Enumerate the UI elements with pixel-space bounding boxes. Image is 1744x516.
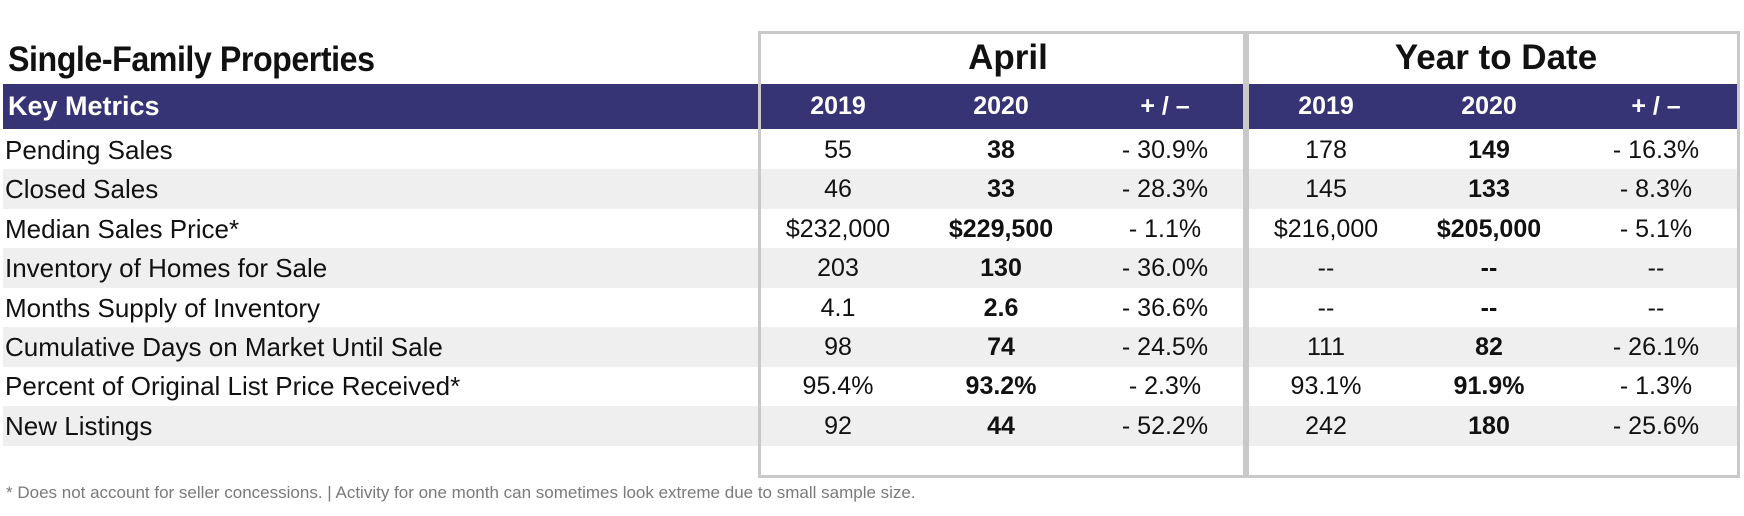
ytd-change-cell: -- [1647,293,1665,322]
ytd-change-cell: - 5.1% [1619,214,1693,243]
ytd-2019-cell: -- [1317,293,1335,322]
april-2019-cell: 95.4% [802,372,874,401]
metric-label: Inventory of Homes for Sale [5,253,328,284]
ytd-2020-header: 2020 [1461,92,1517,120]
april-change-header: + / – [1140,92,1190,120]
ytd-2019-cell: 145 [1305,175,1347,204]
april-2020-cell: 74 [987,333,1015,361]
april-change-cell: - 1.1% [1128,214,1202,243]
metric-label: Median Sales Price* [5,213,240,244]
table-row [3,169,1739,210]
april-2019-header: 2019 [810,92,866,120]
april-2020-cell: 130 [980,254,1022,283]
april-2019-cell: 46 [824,175,852,204]
ytd-2020-cell: 91.9% [1453,372,1525,401]
metric-label: Pending Sales [5,135,173,165]
april-2020-cell: 2.6 [983,293,1019,322]
table-title: Single-Family Properties [8,40,375,79]
ytd-change-cell: - 1.3% [1619,372,1693,401]
april-change-cell: - 30.9% [1121,136,1209,164]
metric-label: New Listings [5,410,153,441]
footnote: * Does not account for seller concession… [6,483,916,502]
metric-label: Cumulative Days on Market Until Sale [5,332,443,362]
april-2019-cell: 55 [824,136,852,164]
april-2019-cell: 203 [817,254,859,283]
ytd-2020-cell: 82 [1475,333,1503,361]
april-change-cell: - 24.5% [1121,333,1209,361]
ytd-change-cell: - 26.1% [1612,333,1700,361]
ytd-change-cell: - 25.6% [1612,411,1700,440]
ytd-2020-cell: 133 [1468,175,1510,204]
april-2019-cell: $232,000 [785,214,891,243]
ytd-column-box [1246,31,1740,478]
april-2019-cell: 92 [824,411,852,440]
ytd-change-cell: -- [1647,254,1665,283]
ytd-change-cell: - 8.3% [1619,175,1693,204]
ytd-2020-cell: -- [1480,254,1498,283]
ytd-2019-cell: 111 [1306,333,1345,361]
april-change-cell: - 28.3% [1121,175,1209,204]
ytd-2020-cell: 149 [1468,136,1510,164]
ytd-2019-cell: 178 [1305,136,1347,164]
ytd-2019-cell: 93.1% [1290,372,1362,401]
april-2019-cell: 98 [824,333,852,361]
april-change-cell: - 52.2% [1121,411,1209,440]
april-group-title: April [968,38,1048,77]
table-row [3,327,1739,367]
april-change-cell: - 2.3% [1128,372,1202,401]
april-change-cell: - 36.0% [1121,254,1209,283]
ytd-2019-cell: -- [1317,254,1335,283]
april-change-cell: - 36.6% [1121,293,1209,322]
metric-label: Percent of Original List Price Received* [5,371,461,402]
ytd-2019-cell: $216,000 [1273,214,1379,243]
april-column-box [758,31,1246,478]
april-2020-cell: 38 [987,136,1015,164]
ytd-change-header: + / – [1631,92,1681,120]
table-row [3,405,1739,446]
april-2020-cell: 44 [987,411,1015,440]
ytd-2020-cell: -- [1480,293,1498,322]
ytd-2019-header: 2019 [1298,92,1354,120]
ytd-group-title: Year to Date [1394,38,1598,77]
key-metrics-header: Key Metrics [8,91,160,121]
april-2020-cell: $229,500 [948,214,1054,243]
metric-label: Closed Sales [5,174,159,205]
april-2020-cell: 33 [987,175,1015,204]
ytd-change-cell: - 16.3% [1612,136,1700,164]
metric-label: Months Supply of Inventory [5,292,321,323]
ytd-2020-cell: $205,000 [1436,214,1542,243]
ytd-2020-cell: 180 [1468,411,1510,440]
ytd-2019-cell: 242 [1305,411,1347,440]
april-2019-cell: 4.1 [820,293,856,322]
table-row [3,248,1739,289]
april-2020-cell: 93.2% [965,372,1037,401]
april-2020-header: 2020 [973,92,1029,120]
header-bar [3,84,1739,129]
